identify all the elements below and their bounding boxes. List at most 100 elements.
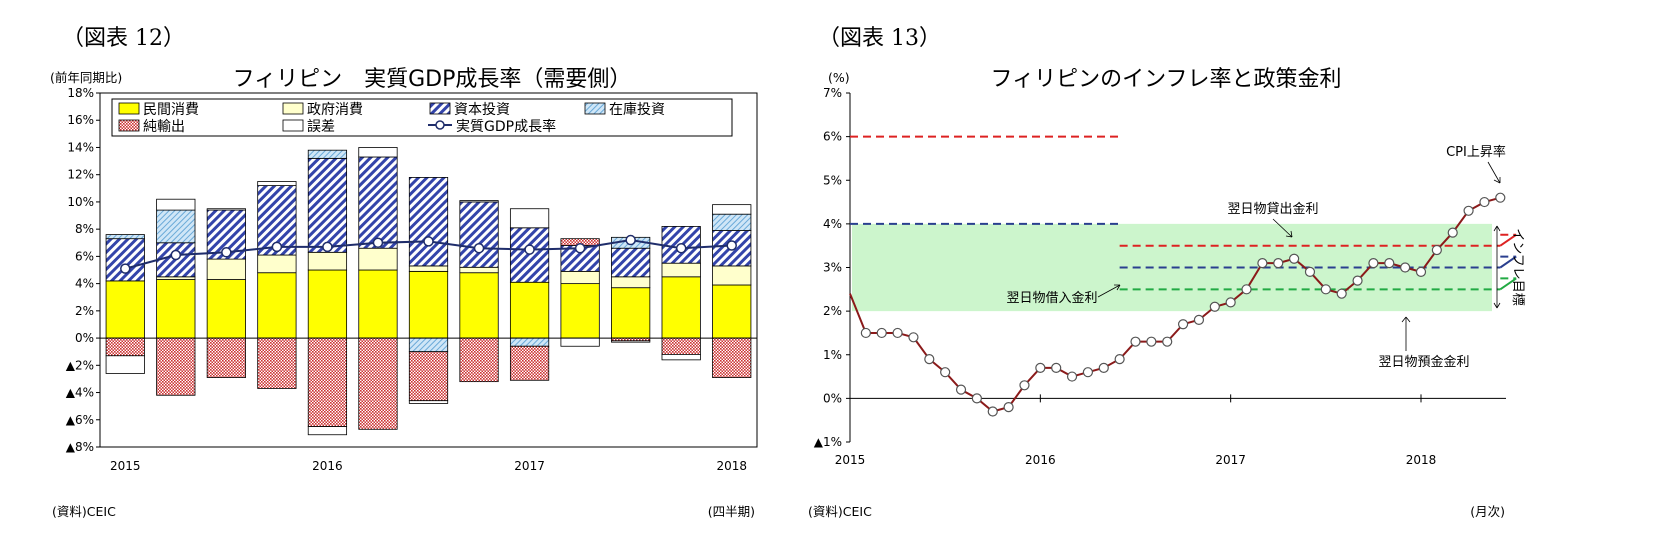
- bar-government-consumption: [206, 258, 246, 280]
- cpi-point: [971, 393, 982, 404]
- left-y-tick-label: 0%: [75, 331, 94, 345]
- bar-private-consumption: [712, 284, 752, 339]
- inflation-chart: （図表 13） (%) フィリピンのインフレ率と政策金利 7% 6% 5% 4% 3% 2…: [808, 26, 1525, 519]
- right-y-tick-label: 2%: [823, 304, 842, 318]
- gdp-growth-point: [120, 263, 131, 274]
- bar-private-consumption: [509, 281, 550, 339]
- left-x-tick-label: 2018: [716, 459, 747, 473]
- gdp-growth-point: [574, 242, 586, 254]
- cpi-point: [1130, 336, 1141, 347]
- bar-capital-investment: [105, 238, 145, 282]
- bar-private-consumption: [560, 283, 600, 339]
- legend-frame: [111, 98, 733, 137]
- bar-government-consumption: [358, 247, 398, 271]
- cpi-point: [1193, 314, 1205, 325]
- cpi-point: [940, 367, 951, 378]
- bar-government-consumption: [307, 251, 348, 271]
- left-y-tick-label: 14%: [67, 140, 94, 154]
- borrowing-rate-step: [1499, 255, 1517, 269]
- left-chart-title: フィリピン 実質GDP成長率（需要側）: [233, 67, 632, 92]
- left-x-tick-label: 2015: [110, 459, 141, 473]
- deposit-rate-label: 翌日物預金金利: [1378, 354, 1469, 370]
- cpi-point: [1289, 253, 1300, 264]
- cpi-point: [1447, 227, 1458, 238]
- left-y-tick-label: 18%: [67, 86, 94, 100]
- legend-label-gdp-growth: 実質GDP成長率: [456, 118, 556, 135]
- cpi-point: [1463, 205, 1474, 216]
- left-y-tick-label: 12%: [67, 168, 94, 182]
- bar-private-consumption: [257, 272, 297, 339]
- bar-net-exports: [712, 337, 752, 378]
- left-figure-label: （図表 12）: [62, 26, 185, 51]
- lending-rate-label: 翌日物貸出金利: [1227, 201, 1318, 217]
- left-plot-frame: [99, 92, 758, 448]
- legend-marker-gdp: [435, 120, 445, 130]
- bar-private-consumption: [408, 270, 449, 339]
- left-y-tick-label: 4%: [75, 277, 94, 291]
- cpi-point: [1098, 362, 1109, 373]
- cpi-point: [1384, 258, 1395, 269]
- bar-net-exports: [105, 337, 145, 357]
- cpi-point: [1177, 319, 1189, 330]
- target-range-arrow-heads: [1493, 225, 1501, 309]
- right-x-tick-label: 2017: [1215, 453, 1246, 467]
- right-chart-title: フィリピンのインフレ率と政策金利: [991, 67, 1342, 92]
- bar-net-exports: [257, 337, 297, 389]
- right-period-note: (月次): [1470, 504, 1505, 519]
- bar-net-exports: [661, 337, 701, 355]
- bar-government-consumption: [560, 270, 600, 285]
- bar-net-exports: [459, 337, 499, 383]
- gdp-growth-point: [271, 241, 283, 253]
- left-x-axis: 2015 2016 2017 2018: [110, 459, 747, 473]
- bar-error: [459, 200, 499, 203]
- cpi-point: [924, 354, 935, 365]
- bar-private-consumption: [611, 287, 651, 339]
- cpi-point: [1400, 262, 1411, 273]
- bar-capital-investment: [509, 227, 550, 283]
- bar-capital-investment: [408, 177, 449, 267]
- gdp-growth-point: [726, 240, 737, 251]
- bar-inventory-investment: [105, 234, 145, 240]
- bar-error: [105, 355, 145, 374]
- right-x-tick-label: 2018: [1406, 453, 1437, 467]
- bar-error: [560, 337, 600, 347]
- bar-net-exports: [307, 337, 348, 427]
- cpi-point: [1225, 297, 1236, 308]
- right-y-tick-label: 0%: [823, 391, 842, 405]
- cpi-point: [1162, 336, 1173, 347]
- left-y-tick-label: 6%: [75, 249, 94, 263]
- legend-label-inventory-investment: 在庫投資: [609, 101, 665, 118]
- borrowing-rate-arrow-head: [1114, 284, 1121, 291]
- cpi-point: [1495, 192, 1506, 203]
- right-figure-label: （図表 13）: [818, 26, 941, 51]
- left-y-tick-label: ▲4%: [66, 386, 94, 400]
- legend-label-net-exports: 純輸出: [143, 119, 185, 135]
- left-y-tick-label: 10%: [67, 195, 94, 209]
- cpi-point: [1257, 258, 1268, 269]
- cpi-point: [1273, 258, 1284, 269]
- borrowing-rate-label: 翌日物借入金利: [1006, 290, 1097, 306]
- right-x-tick-label: 2016: [1025, 453, 1056, 467]
- right-x-axis: 2015 2016 2017 2018: [835, 453, 1437, 467]
- right-y-axis: 7% 6% 5% 4% 3% 2% 1% 0% ▲1%: [814, 86, 850, 449]
- bar-capital-investment: [358, 156, 398, 249]
- bar-government-consumption: [661, 262, 701, 278]
- bar-private-consumption: [358, 269, 398, 339]
- bar-private-consumption: [307, 269, 348, 339]
- left-legend: 民間消費 政府消費 資本投資 在庫投資 純輸出 誤差 実質GDP成長率: [111, 98, 733, 137]
- right-y-tick-label: 6%: [823, 130, 842, 144]
- gdp-growth-point: [423, 236, 434, 247]
- bar-net-exports: [509, 345, 550, 381]
- bar-inventory-investment: [408, 337, 449, 353]
- bar-capital-investment: [459, 201, 499, 268]
- left-y-tick-label: ▲2%: [66, 358, 94, 372]
- borrowing-rate-arrow: [1097, 284, 1121, 298]
- lending-rate-arrow: [1272, 218, 1293, 238]
- bar-error: [307, 426, 348, 436]
- lending-rate-arrow-head: [1285, 230, 1293, 238]
- cpi-line: [849, 192, 1506, 417]
- bar-error: [661, 354, 701, 361]
- left-source: (資料)CEIC: [52, 504, 116, 519]
- left-unit-label: (前年同期比): [50, 70, 122, 85]
- bar-private-consumption: [206, 279, 246, 339]
